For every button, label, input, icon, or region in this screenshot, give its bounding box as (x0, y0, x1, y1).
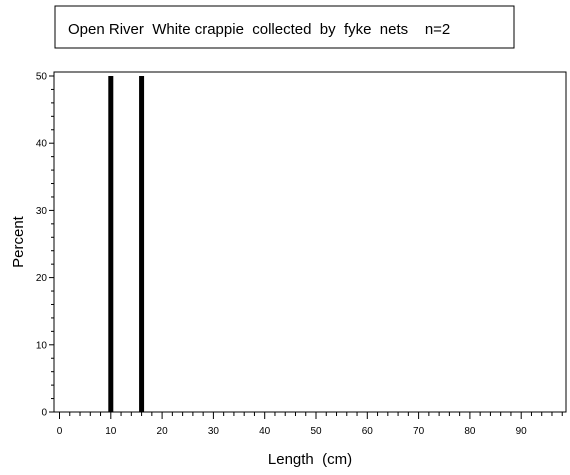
x-tick-label: 40 (259, 426, 271, 437)
x-axis: 0 10 20 30 40 50 60 70 80 90 (57, 412, 563, 437)
y-tick-label: 50 (36, 72, 48, 83)
x-tick-label: 10 (105, 426, 117, 437)
x-tick-label: 50 (310, 426, 322, 437)
x-tick-label: 20 (157, 426, 169, 437)
bars-group (108, 76, 145, 412)
bar (108, 76, 114, 412)
y-tick-label: 30 (36, 206, 48, 217)
x-tick-label: 70 (413, 426, 425, 437)
x-tick-label: 30 (208, 426, 220, 437)
title-box-group: Open River White crappie collected by fy… (54, 5, 515, 49)
x-tick-label: 80 (464, 426, 476, 437)
title-box (54, 5, 515, 49)
bar (139, 76, 145, 412)
x-tick-label: 60 (362, 426, 374, 437)
x-tick-label: 90 (516, 426, 528, 437)
x-axis-label: Length (cm) (268, 451, 352, 468)
y-tick-label: 40 (36, 139, 48, 150)
plot-frame (53, 71, 567, 413)
y-axis: 0 10 20 30 40 50 (36, 72, 54, 419)
y-tick-label: 20 (36, 273, 48, 284)
y-tick-label: 10 (36, 340, 48, 351)
x-tick-label: 0 (57, 426, 63, 437)
y-axis-label: Percent (10, 215, 27, 268)
chart-title: Open River White crappie collected by fy… (68, 21, 450, 38)
y-tick-label: 0 (41, 408, 47, 419)
